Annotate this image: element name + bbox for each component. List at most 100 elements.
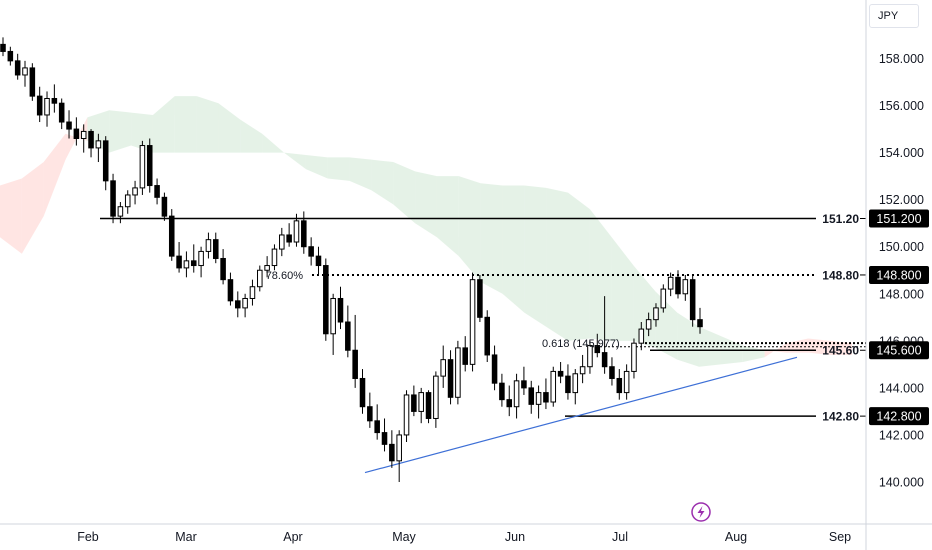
candle-body: [389, 443, 395, 462]
candle-body: [623, 370, 630, 394]
x-tick-label: Apr: [283, 530, 302, 544]
candle-body: [403, 394, 410, 436]
candle: [176, 242, 182, 273]
candle-body: [124, 194, 131, 208]
candle: [675, 270, 681, 299]
candlesticks: [0, 37, 703, 482]
candle: [667, 272, 674, 297]
candle: [95, 133, 102, 163]
candle: [609, 357, 615, 386]
cloud-segment: [611, 237, 634, 341]
candle: [242, 293, 248, 318]
candle: [653, 303, 659, 327]
candle: [124, 190, 131, 214]
cloud-segment: [436, 176, 459, 257]
cloud-segment: [43, 133, 66, 217]
candle: [469, 272, 476, 372]
candle-body: [323, 265, 329, 335]
candle: [484, 310, 491, 363]
candle: [418, 387, 424, 424]
candle: [220, 249, 226, 285]
candle-body: [66, 121, 72, 130]
candle-body: [396, 434, 402, 462]
ascending-trendline: [364, 356, 798, 474]
candle: [572, 369, 579, 405]
candle: [139, 140, 146, 195]
candle-body: [528, 387, 535, 405]
x-tick-label: Sep: [829, 530, 851, 544]
candle-body: [257, 269, 263, 288]
candle-body: [168, 215, 175, 257]
candle: [565, 364, 571, 400]
cloud-segment: [262, 133, 284, 153]
y-tick-label: 140.000: [879, 476, 924, 490]
level-label: 145.60: [822, 344, 859, 358]
level-badge: [869, 407, 929, 426]
candle-body: [132, 187, 138, 196]
candle-body: [381, 432, 388, 445]
candle: [506, 385, 513, 417]
candle: [315, 246, 322, 275]
candle-body: [425, 392, 432, 419]
candle: [264, 256, 270, 278]
candle-body: [220, 257, 226, 281]
candle-body: [293, 220, 300, 243]
candle-body: [359, 377, 366, 408]
candle: [29, 63, 36, 101]
candle-body: [594, 345, 601, 354]
y-tick-label: 144.000: [879, 381, 924, 395]
candle: [528, 380, 535, 414]
candle: [557, 362, 564, 384]
candle: [623, 364, 630, 400]
cloud-segment: [655, 291, 678, 360]
candle: [110, 173, 116, 224]
candle: [345, 305, 351, 358]
candle-body: [550, 370, 557, 403]
candle: [403, 390, 410, 443]
candle-body: [484, 316, 491, 356]
candle: [249, 279, 256, 306]
candle-body: [352, 349, 358, 379]
x-tick-label: Jun: [505, 530, 525, 544]
candle: [374, 404, 380, 440]
candle-body: [161, 196, 168, 217]
candle-body: [609, 366, 615, 379]
candle: [587, 340, 593, 374]
candle-body: [51, 97, 58, 104]
y-tick-label: 150.000: [879, 240, 924, 254]
candle-body: [513, 380, 520, 408]
candle: [257, 265, 263, 292]
candle: [205, 232, 212, 259]
candle: [190, 244, 197, 273]
cloud-segment: [480, 183, 503, 294]
level-label: 151.20: [822, 212, 859, 226]
candle: [477, 274, 483, 323]
candle: [146, 138, 153, 193]
candle-body: [367, 406, 373, 422]
candle-body: [499, 382, 505, 401]
candle-body: [535, 392, 542, 405]
candle: [499, 373, 505, 407]
candle-body: [235, 300, 241, 309]
level-badge: [869, 209, 929, 228]
level-badge-text: 148.800: [876, 268, 921, 282]
candle-body: [330, 297, 336, 335]
candle: [455, 340, 461, 405]
candle: [535, 385, 542, 419]
lightning-icon: [691, 502, 711, 522]
candle: [51, 84, 58, 113]
annotations: 151.20 151.200 148.80 148.800 145.60 145.600 1…: [266, 209, 929, 522]
candle-body: [7, 50, 14, 62]
y-tick-label: 158.000: [879, 52, 924, 66]
candle-body: [682, 279, 689, 295]
cloud-segment: [0, 178, 22, 254]
cloud-segment: [677, 312, 700, 367]
level-badge-text: 142.800: [876, 410, 921, 424]
candle: [212, 232, 219, 264]
candle-body: [227, 279, 234, 302]
candle-body: [205, 239, 212, 252]
candle: [411, 385, 417, 417]
candle: [271, 244, 278, 271]
candle-body: [176, 255, 182, 269]
